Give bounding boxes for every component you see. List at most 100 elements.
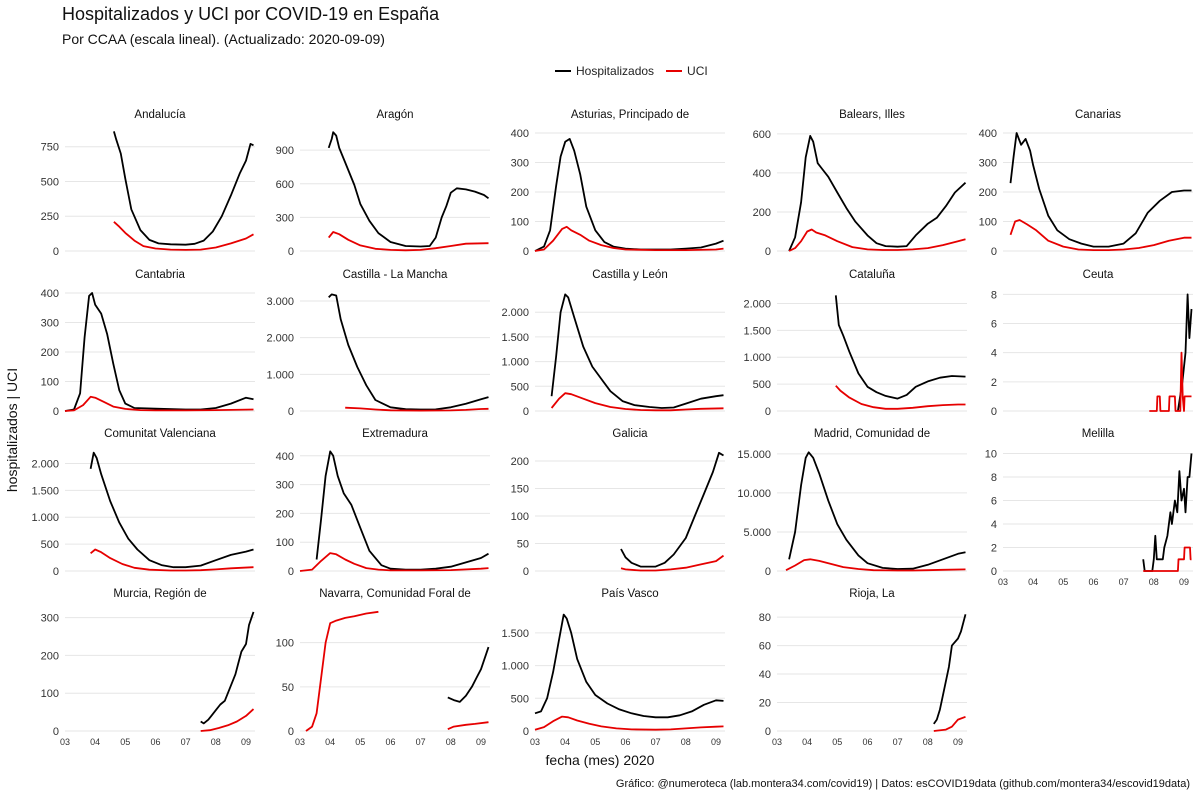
- series-line-uci: [113, 221, 254, 251]
- panel-title: Castilla y León: [592, 269, 667, 281]
- y-tick-label: 0: [53, 726, 59, 738]
- panel-title: Andalucía: [134, 109, 186, 121]
- y-tick-label: 1.000: [501, 661, 529, 673]
- x-axis-label: fecha (mes) 2020: [545, 752, 655, 768]
- y-tick-label: 1.000: [743, 352, 771, 364]
- series-line-uci: [64, 395, 254, 412]
- panel-navarra-comunidad-foral-de: Navarra, Comunidad Foral de 0 50 100 03 04 05 0…: [276, 588, 490, 747]
- panel-title: Ceuta: [1083, 269, 1114, 281]
- y-tick-label: 100: [41, 376, 59, 388]
- y-tick-label: 8: [991, 289, 997, 301]
- x-tick-label: 07: [1119, 577, 1129, 587]
- series-line-hospitalizados: [447, 646, 490, 703]
- y-tick-label: 200: [41, 650, 59, 662]
- y-tick-label: 500: [511, 381, 529, 393]
- series-line-hospitalizados: [788, 451, 966, 570]
- y-tick-label: 400: [979, 128, 997, 140]
- x-tick-label: 04: [802, 737, 812, 747]
- y-tick-label: 0: [523, 566, 529, 578]
- series-line-uci: [447, 721, 489, 731]
- panel-title: Comunitat Valenciana: [104, 428, 216, 440]
- y-tick-label: 300: [41, 317, 59, 329]
- x-tick-label: 03: [530, 737, 540, 747]
- panel-title: Aragón: [376, 109, 413, 121]
- y-tick-label: 4: [991, 519, 997, 531]
- x-tick-label: 08: [446, 737, 456, 747]
- y-tick-label: 150: [511, 484, 529, 496]
- panel-canarias: Canarias 0 100 200 300 400: [979, 109, 1193, 258]
- y-tick-label: 0: [288, 246, 294, 258]
- y-tick-label: 6: [991, 319, 997, 331]
- legend-label-uci: UCI: [687, 64, 708, 78]
- x-tick-label: 09: [1179, 577, 1189, 587]
- panel-title: País Vasco: [601, 588, 658, 600]
- y-tick-label: 0: [523, 246, 529, 258]
- y-tick-label: 400: [511, 128, 529, 140]
- series-line-uci: [788, 228, 966, 252]
- panel-title: Navarra, Comunidad Foral de: [319, 588, 471, 600]
- y-tick-label: 900: [276, 145, 294, 157]
- series-line-hospitalizados: [550, 293, 724, 409]
- y-tick-label: 2.000: [31, 458, 59, 470]
- y-tick-label: 400: [276, 451, 294, 463]
- x-tick-label: 08: [681, 737, 691, 747]
- legend-swatch-hospitalizados: [555, 70, 571, 72]
- y-tick-label: 600: [276, 179, 294, 191]
- panel-title: Cantabria: [135, 269, 185, 281]
- y-tick-label: 750: [41, 142, 59, 154]
- y-tick-label: 80: [759, 612, 771, 624]
- series-line-hospitalizados: [113, 131, 254, 246]
- series-line-uci: [1149, 351, 1192, 412]
- panel-title: Galicia: [612, 428, 648, 440]
- y-tick-label: 0: [53, 406, 59, 418]
- x-tick-label: 09: [711, 737, 721, 747]
- y-tick-label: 2.000: [501, 307, 529, 319]
- legend-swatch-uci: [666, 70, 683, 72]
- y-tick-label: 4: [991, 348, 997, 360]
- panel-castilla-y-leon: Castilla y León 0 500 1.000 1.500 2.000: [501, 269, 725, 418]
- x-tick-label: 04: [90, 737, 100, 747]
- y-tick-label: 0: [288, 566, 294, 578]
- panel-asturias-principado-de: Asturias, Principado de 0 100 200 300 400: [511, 109, 725, 258]
- x-tick-label: 04: [325, 737, 335, 747]
- y-tick-label: 1.000: [266, 369, 294, 381]
- y-tick-label: 40: [759, 669, 771, 681]
- x-tick-label: 09: [953, 737, 963, 747]
- y-tick-label: 100: [979, 216, 997, 228]
- series-line-hospitalizados: [327, 131, 490, 248]
- panel-madrid-comunidad-de: Madrid, Comunidad de 0 5.000 10.000 15.000: [737, 428, 967, 578]
- panel-cataluna: Cataluña 0 500 1.000 1.500 2.000: [743, 269, 967, 418]
- panel-melilla: Melilla 0 2 4 6 8 10 03 04 05 06 07 08 09: [985, 428, 1193, 587]
- y-tick-label: 400: [41, 288, 59, 300]
- caption: Gráfico: @numeroteca (lab.montera34.com/…: [615, 778, 1190, 790]
- legend-item-hospitalizados: Hospitalizados: [555, 64, 654, 78]
- y-tick-label: 500: [41, 539, 59, 551]
- y-tick-label: 10.000: [737, 488, 771, 500]
- series-line-hospitalizados: [1009, 132, 1192, 248]
- x-tick-label: 07: [181, 737, 191, 747]
- x-tick-label: 03: [295, 737, 305, 747]
- series-line-hospitalizados: [534, 138, 724, 252]
- panel-extremadura: Extremadura 0 100 200 300 400: [276, 428, 490, 578]
- y-tick-label: 200: [511, 187, 529, 199]
- x-tick-label: 07: [893, 737, 903, 747]
- panel-title: Melilla: [1082, 428, 1115, 440]
- series-line-hospitalizados: [89, 451, 254, 569]
- y-tick-label: 200: [41, 347, 59, 359]
- y-tick-label: 15.000: [737, 449, 771, 461]
- series-line-hospitalizados: [315, 450, 489, 571]
- x-tick-label: 03: [60, 737, 70, 747]
- series-line-hospitalizados: [788, 135, 967, 252]
- y-tick-label: 50: [282, 682, 294, 694]
- y-tick-label: 500: [41, 176, 59, 188]
- y-tick-label: 1.000: [501, 357, 529, 369]
- chart-title: Hospitalizados y UCI por COVID-19 en Esp…: [62, 4, 440, 24]
- y-tick-label: 100: [276, 638, 294, 650]
- x-tick-label: 04: [560, 737, 570, 747]
- panel-title: Castilla - La Mancha: [343, 269, 448, 281]
- x-tick-label: 05: [355, 737, 365, 747]
- y-tick-label: 2: [991, 377, 997, 389]
- panel-title: Balears, Illes: [839, 109, 905, 121]
- y-tick-label: 20: [759, 698, 771, 710]
- x-tick-label: 06: [150, 737, 160, 747]
